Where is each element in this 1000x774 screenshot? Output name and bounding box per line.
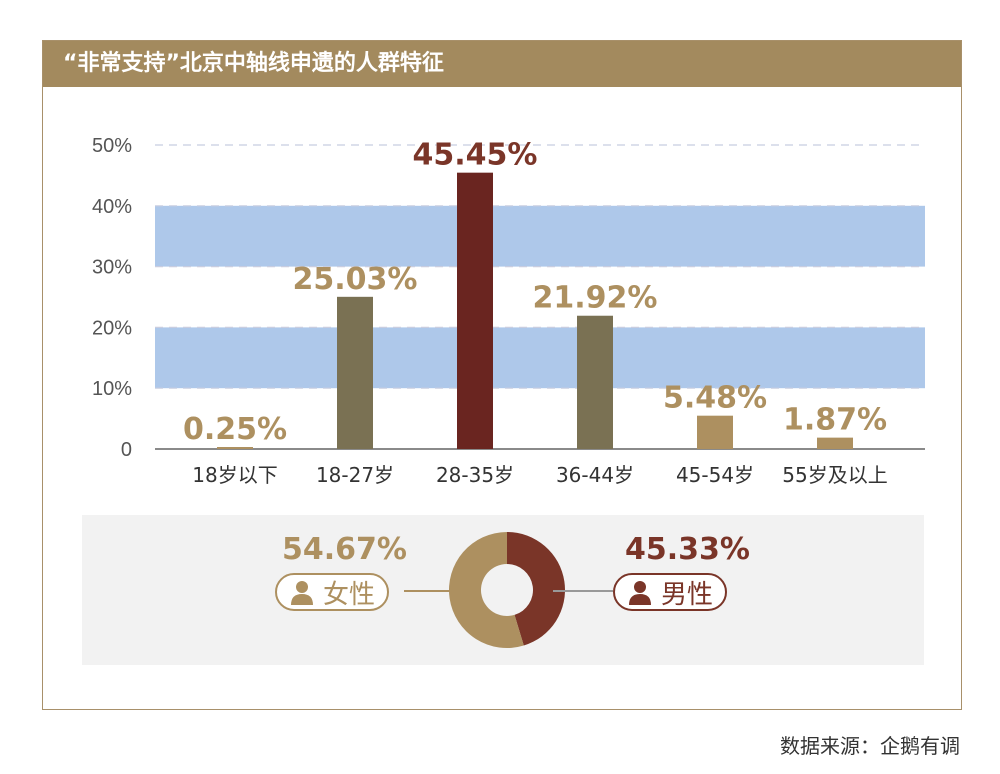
female-person-icon xyxy=(291,581,313,605)
x-category-label: 45-54岁 xyxy=(676,463,754,487)
grid-band-1 xyxy=(155,205,925,267)
x-category-label: 18-27岁 xyxy=(316,463,394,487)
male-person-icon xyxy=(629,581,651,605)
y-tick-label: 20% xyxy=(92,317,132,339)
bar-value-label: 0.25% xyxy=(183,412,287,447)
bar xyxy=(337,296,373,449)
gender-panel xyxy=(82,515,924,665)
x-category-label: 55岁及以上 xyxy=(782,463,887,487)
bar xyxy=(697,415,733,449)
data-source: 数据来源：企鹅有调 xyxy=(780,734,960,758)
male-legend-pill: 男性 xyxy=(613,573,728,611)
y-tick-label: 30% xyxy=(92,257,132,279)
bar-value-label: 5.48% xyxy=(663,381,767,416)
bar-value-label: 25.03% xyxy=(293,262,418,297)
bar xyxy=(817,437,853,449)
male-legend-label: 男性 xyxy=(661,579,714,610)
bar-value-label: 21.92% xyxy=(533,281,658,316)
female-percent-label: 54.67% xyxy=(282,532,407,567)
y-tick-label: 0 xyxy=(121,439,132,461)
bar xyxy=(217,447,253,449)
y-tick-label: 10% xyxy=(92,378,132,400)
x-category-label: 28-35岁 xyxy=(436,463,514,487)
female-legend-pill: 女性 xyxy=(275,573,390,611)
y-tick-label: 40% xyxy=(92,196,132,218)
x-category-label: 36-44岁 xyxy=(556,463,634,487)
chart-title: “非常支持”北京中轴线申遗的人群特征 xyxy=(43,41,961,87)
bar-value-label: 45.45% xyxy=(413,138,538,173)
male-percent-label: 45.33% xyxy=(625,532,750,567)
bar-value-label: 1.87% xyxy=(783,403,887,438)
female-legend-label: 女性 xyxy=(323,579,376,610)
x-category-label: 18岁以下 xyxy=(192,463,277,487)
grid-band-0 xyxy=(155,327,925,389)
y-tick-label: 50% xyxy=(92,135,132,157)
bar xyxy=(577,315,613,449)
bar xyxy=(457,172,493,449)
